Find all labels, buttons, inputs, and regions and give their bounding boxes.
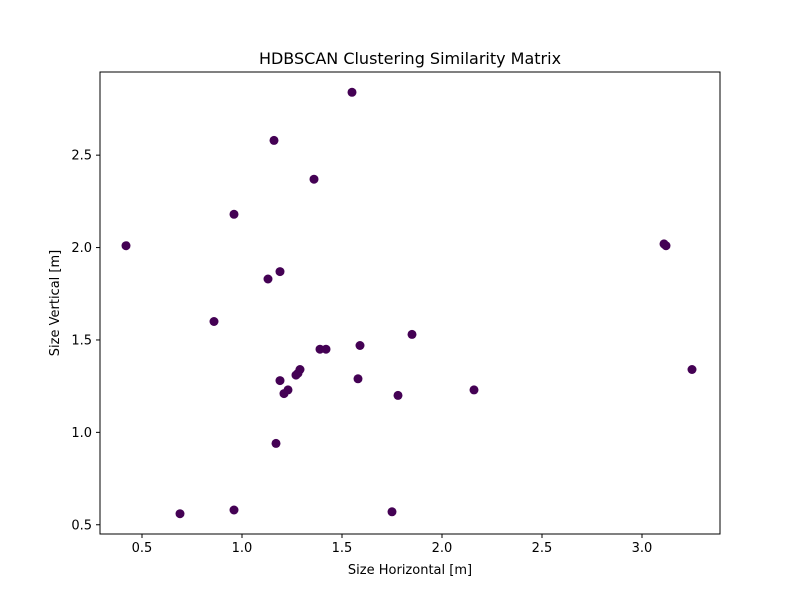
data-point-8 [275, 267, 285, 277]
data-point-20 [275, 376, 285, 386]
data-point-9 [263, 274, 273, 284]
data-point-18 [687, 365, 697, 374]
y-tick-label: 1.5 [71, 333, 92, 348]
data-point-19 [353, 374, 363, 384]
data-point-4 [229, 209, 239, 219]
data-point-10 [209, 317, 219, 326]
data-point-5 [121, 241, 131, 251]
data-point-1 [347, 87, 357, 97]
y-tick-label: 0.5 [71, 518, 92, 533]
y-tick-label: 1.0 [71, 426, 92, 441]
data-point-25 [271, 438, 281, 448]
y-tick-label: 2.5 [71, 149, 92, 164]
x-tick-label: 2.5 [532, 541, 553, 556]
x-axis-label: Size Horizontal [m] [348, 563, 472, 578]
data-point-23 [469, 385, 479, 395]
data-point-17 [291, 370, 301, 380]
x-axis-ticks: 0.5 1.0 1.5 2.0 2.5 3.0 [132, 534, 653, 556]
x-tick-label: 0.5 [132, 541, 153, 556]
data-point-14 [321, 344, 331, 354]
y-tick-label: 2.0 [71, 241, 92, 256]
data-point-27 [175, 509, 185, 519]
points-layer [121, 87, 697, 519]
data-point-12 [355, 341, 365, 350]
chart-title: HDBSCAN Clustering Similarity Matrix [259, 49, 561, 68]
data-point-26 [229, 505, 239, 515]
plot-frame [99, 71, 721, 535]
data-point-2 [269, 135, 279, 145]
y-axis-ticks: 0.5 1.0 1.5 2.0 2.5 [71, 149, 100, 533]
data-point-28 [387, 507, 397, 517]
data-point-24 [393, 390, 403, 400]
y-axis-label: Size Vertical [m] [48, 250, 63, 356]
x-tick-label: 1.5 [332, 541, 353, 556]
x-tick-label: 2.0 [432, 541, 453, 556]
data-point-22 [279, 389, 289, 399]
data-point-3 [309, 174, 319, 184]
data-point-7 [661, 241, 671, 251]
x-tick-label: 3.0 [632, 541, 653, 556]
x-tick-label: 1.0 [232, 541, 253, 556]
data-point-11 [407, 329, 417, 339]
